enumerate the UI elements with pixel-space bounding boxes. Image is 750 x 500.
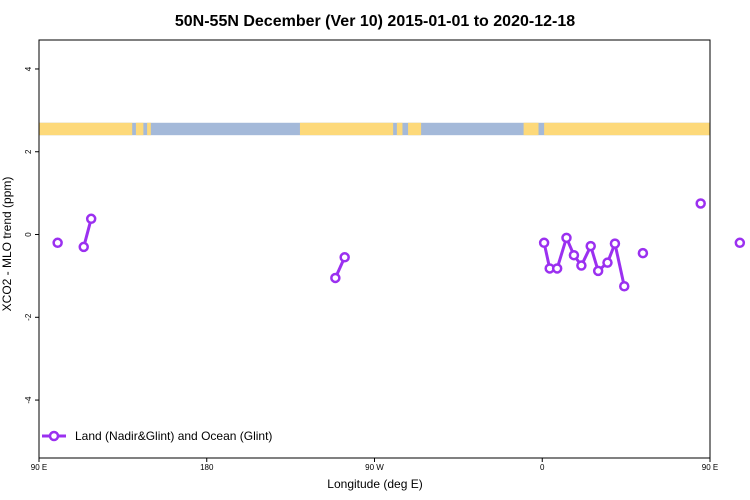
x-tick-label: 90 E <box>702 463 718 472</box>
y-tick-label: 0 <box>24 232 33 237</box>
data-point <box>85 213 97 225</box>
data-point <box>619 280 630 292</box>
data-point <box>734 237 746 249</box>
y-tick-label: 4 <box>24 66 33 71</box>
data-point <box>602 257 613 268</box>
data-point <box>561 232 572 244</box>
series-layer <box>52 198 746 292</box>
plot-frame <box>38 39 711 459</box>
legend: Land (Nadir&Glint) and Ocean (Glint) <box>42 429 272 443</box>
legend-label: Land (Nadir&Glint) and Ocean (Glint) <box>75 429 272 443</box>
x-axis: 90 E 180 90 W 0 90 E <box>31 458 718 472</box>
y-tick-label: -4 <box>24 396 33 404</box>
data-point <box>576 260 587 271</box>
map-land-segment <box>523 122 539 136</box>
data-point <box>339 252 350 263</box>
y-tick-label: -2 <box>24 313 33 321</box>
data-point <box>637 247 649 259</box>
legend-marker <box>48 430 60 442</box>
x-tick-label: 90 W <box>365 463 384 472</box>
map-land-segment <box>39 122 133 136</box>
data-point <box>551 263 563 274</box>
data-point <box>609 238 621 249</box>
map-land-segment <box>396 122 403 136</box>
x-tick-label: 0 <box>540 463 545 472</box>
map-land-segment <box>299 122 394 136</box>
map-strip <box>39 122 710 136</box>
data-point <box>695 198 706 209</box>
map-land-segment <box>408 122 422 136</box>
y-axis-label: XCO2 - MLO trend (ppm) <box>0 177 14 312</box>
data-point <box>568 249 580 261</box>
y-axis: 4 2 0 -2 -4 <box>24 66 39 404</box>
data-point <box>538 237 550 249</box>
data-point <box>592 265 604 277</box>
x-axis-label: Longitude (deg E) <box>327 477 422 491</box>
data-point <box>585 240 596 252</box>
y-tick-label: 2 <box>24 149 33 154</box>
data-point <box>52 237 63 249</box>
map-land-segment <box>147 122 151 136</box>
map-land-segment <box>135 122 144 136</box>
x-tick-label: 180 <box>200 463 214 472</box>
map-land-segment <box>544 122 710 136</box>
data-point <box>78 241 89 253</box>
x-tick-label: 90 E <box>31 463 47 472</box>
data-point <box>330 272 341 284</box>
chart-title: 50N-55N December (Ver 10) 2015-01-01 to … <box>175 13 575 30</box>
